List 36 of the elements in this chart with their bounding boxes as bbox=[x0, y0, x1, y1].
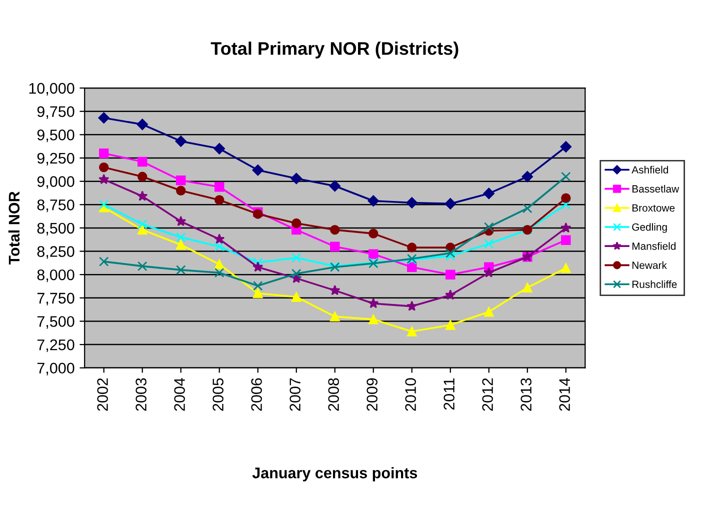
x-tick-label: 2010 bbox=[405, 378, 416, 411]
y-tick-label: 9,000 bbox=[37, 176, 74, 189]
legend-label: Rushcliffe bbox=[632, 280, 677, 288]
y-tick-label: 9,750 bbox=[37, 106, 74, 119]
legend-label: Broxtowe bbox=[632, 204, 675, 212]
y-tick-label: 8,000 bbox=[37, 269, 74, 282]
x-tick-label: 2012 bbox=[482, 378, 493, 411]
y-tick-label: 7,000 bbox=[37, 362, 74, 376]
y-tick-label: 10,000 bbox=[29, 82, 74, 96]
legend-label: Gedling bbox=[632, 223, 667, 233]
x-tick-label: 2011 bbox=[444, 378, 454, 410]
x-tick-label: 2004 bbox=[174, 378, 185, 411]
x-axis-title: January census points bbox=[252, 467, 418, 482]
x-tick-label: 2009 bbox=[366, 378, 378, 411]
y-tick-label: 7,750 bbox=[37, 292, 74, 306]
y-tick-label: 7,500 bbox=[37, 316, 74, 329]
x-tick-label: 2006 bbox=[251, 378, 262, 411]
y-tick-label: 8,500 bbox=[37, 222, 74, 236]
x-tick-label: 2014 bbox=[559, 378, 570, 411]
y-tick-label: 7,250 bbox=[37, 339, 74, 352]
x-tick-label: 2008 bbox=[328, 378, 339, 411]
x-tick-label: 2013 bbox=[520, 378, 532, 411]
y-tick-label: 9,500 bbox=[37, 130, 74, 142]
x-tick-label: 2002 bbox=[97, 378, 108, 411]
y-tick-label: 8,250 bbox=[37, 246, 74, 259]
y-axis-title: Total NOR bbox=[8, 191, 20, 265]
legend-label: Ashfield bbox=[632, 166, 668, 174]
legend-label: Bassetlaw bbox=[632, 184, 680, 193]
legend-label: Mansfield bbox=[632, 242, 676, 250]
y-tick-label: 8,750 bbox=[37, 200, 74, 212]
x-tick-label: 2003 bbox=[136, 378, 146, 411]
chart-title: Total Primary NOR (Districts) bbox=[210, 42, 458, 58]
x-tick-label: 2007 bbox=[290, 378, 300, 411]
x-tick-label: 2005 bbox=[212, 378, 224, 411]
y-tick-label: 9,250 bbox=[37, 152, 74, 166]
legend-label: Newark bbox=[632, 261, 667, 269]
